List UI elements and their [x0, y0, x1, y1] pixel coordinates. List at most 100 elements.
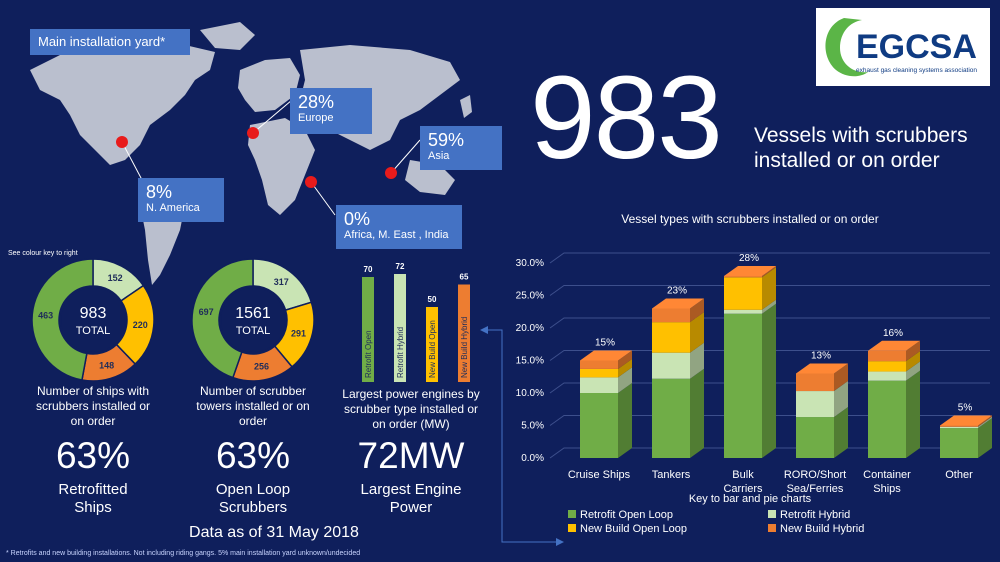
engine-bar-0 [362, 277, 374, 382]
donut-towers: 317 291 256 697 [191, 258, 315, 382]
bar-1-seg-0 [652, 378, 690, 458]
legend-label-3: New Build Hybrid [780, 523, 864, 535]
engine-bar-2 [426, 307, 438, 382]
legend-swatch-2 [568, 524, 576, 532]
engine-bar-3 [458, 284, 470, 382]
donut-towers-slice-3 [191, 258, 254, 379]
bar-2-seg-0-side [762, 303, 776, 458]
bar-1-seg-2-side [690, 312, 704, 353]
big-number: 983 [530, 52, 723, 184]
engine-bar-value-0: 70 [364, 265, 373, 274]
bar-5-seg-1 [940, 426, 978, 429]
x-label-1-0: Tankers [652, 469, 691, 481]
bar-5-top [940, 415, 992, 426]
donut-ships-stat: 63% [55, 435, 131, 476]
bar-5-seg-3 [940, 425, 978, 427]
donut-ships-total-label: TOTAL [75, 325, 111, 337]
bar-1-total: 23% [667, 286, 687, 297]
y-tick-3: 15.0% [516, 356, 544, 367]
see-key-note: See colour key to right [8, 250, 78, 257]
engine-bar-name-1: Retrofit Hybrid [396, 327, 405, 378]
continents [30, 22, 472, 285]
bar-4-seg-0-side [906, 370, 920, 458]
legend-title: Key to bar and pie charts [689, 493, 812, 505]
pin-africa [305, 176, 317, 188]
y-tick-0: 0.0% [521, 453, 544, 464]
x-label-4-0: Container [863, 469, 911, 481]
y-tick-6: 30.0% [516, 258, 544, 269]
date-note: Data as of 31 May 2018 [189, 524, 359, 541]
vessel-types-chart: Vessel types with scrubbers installed or… [516, 212, 992, 535]
world-map [30, 22, 472, 285]
x-label-3-1: Sea/Ferries [787, 483, 844, 495]
bar-2-seg-3-side [762, 266, 776, 278]
bar-0-seg-1 [580, 377, 618, 393]
bar-4-seg-1 [868, 371, 906, 381]
bar-5-seg-0-side [978, 418, 992, 458]
donut-towers-stat: 63% [215, 435, 291, 476]
y-tick-5: 25.0% [516, 291, 544, 302]
bar-4-total: 16% [883, 328, 903, 339]
engine-bar-name-2: New Build Open [428, 320, 437, 378]
legend-swatch-0 [568, 510, 576, 518]
main-yard-label: Main installation yard* [30, 29, 190, 55]
bar-2-total: 28% [739, 253, 759, 264]
region-europe-pct: 28% [298, 92, 335, 112]
donut-towers-caption: Number of scrubber towers installed or o… [196, 384, 310, 428]
donut-ships-sub: Retrofitted Ships [58, 481, 128, 516]
engine-bar-name-0: Retrofit Open [364, 330, 373, 378]
bar-4-seg-2-side [906, 351, 920, 372]
bar-2-seg-2 [724, 277, 762, 310]
pin-europe [247, 127, 259, 139]
donut-ships-slice-3 [31, 258, 94, 381]
bar-2-seg-1 [724, 309, 762, 314]
region-africa: 0% Africa, M. East , India [336, 205, 462, 249]
bar-4-seg-1-side [906, 361, 920, 381]
pin-asia [385, 167, 397, 179]
donut-towers-slice-label-3: 697 [199, 307, 214, 317]
bar-4-seg-2 [868, 361, 906, 372]
x-label-2-0: Bulk [732, 469, 754, 481]
engine-stat: 72MW [357, 435, 465, 476]
bar-1-seg-2 [652, 322, 690, 353]
bar-5-total: 5% [958, 403, 973, 414]
donut-ships: 152 220 148 463 [31, 258, 155, 382]
egcsa-logo-mark: EGCSA exhaust gas cleaning systems assoc… [825, 18, 977, 77]
bar-5-seg-0 [940, 428, 978, 458]
bar-3-seg-1-side [834, 381, 848, 418]
bar-0-seg-2-side [618, 358, 632, 378]
donut-ships-slice-label-2: 148 [99, 361, 114, 371]
engine-power-chart: 70 Retrofit Open 72 Retrofit Hybrid 50 New Bu… [362, 262, 470, 382]
region-n-america-pct: 8% [146, 182, 173, 202]
region-n-america: 8% N. America [138, 178, 224, 222]
x-label-0-0: Cruise Ships [568, 469, 631, 481]
donut-ships-slice-label-0: 152 [108, 273, 123, 283]
engine-caption: Largest power engines by scrubber type i… [342, 387, 480, 431]
bar-5-seg-1-side [978, 416, 992, 429]
bar-3-seg-0-side [834, 407, 848, 458]
y-tick-2: 10.0% [516, 388, 544, 399]
bar-2-seg-1-side [762, 299, 776, 314]
bar-1-seg-1-side [690, 342, 704, 379]
bar-4-seg-0 [868, 380, 906, 458]
bar-3-seg-3-side [834, 363, 848, 392]
gridline-4 [549, 317, 990, 329]
engine-bar-value-1: 72 [396, 262, 405, 271]
bar-4-seg-3-side [906, 340, 920, 362]
region-africa-pct: 0% [344, 209, 371, 229]
bar-1-top [652, 298, 704, 309]
bar-3-seg-0 [796, 417, 834, 458]
x-label-3-0: RORO/Short [784, 469, 846, 481]
logo-text: EGCSA [856, 28, 977, 66]
legend-label-1: Retrofit Hybrid [780, 509, 850, 521]
engine-bar-value-2: 50 [428, 295, 437, 304]
legend-label-2: New Build Open Loop [580, 523, 687, 535]
donut-ships-slice-label-3: 463 [38, 311, 53, 321]
bar-3-seg-1 [796, 391, 834, 418]
donut-towers-sub: Open Loop Scrubbers [215, 481, 291, 516]
chart-title: Vessel types with scrubbers installed or… [621, 212, 878, 226]
big-caption: Vessels with scrubbers installed or on o… [754, 124, 968, 172]
donut-towers-hole [221, 288, 285, 352]
bar-1-seg-0-side [690, 368, 704, 458]
engine-bar-1 [394, 274, 406, 382]
